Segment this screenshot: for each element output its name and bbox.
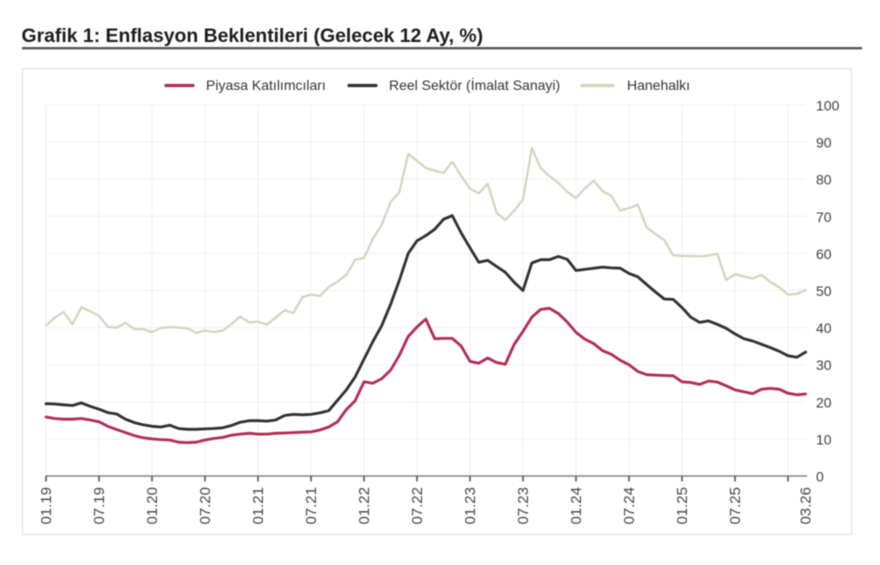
svg-text:01.21: 01.21 — [250, 487, 267, 525]
svg-text:90: 90 — [816, 135, 832, 151]
svg-text:07.23: 07.23 — [515, 487, 532, 525]
svg-text:01.20: 01.20 — [144, 487, 161, 525]
svg-text:Hanehalkı: Hanehalkı — [627, 77, 690, 93]
svg-text:30: 30 — [816, 357, 832, 373]
svg-text:40: 40 — [816, 320, 832, 336]
svg-text:07.24: 07.24 — [621, 487, 638, 525]
svg-text:07.19: 07.19 — [91, 487, 108, 525]
svg-text:Piyasa Katılımcıları: Piyasa Katılımcıları — [206, 77, 326, 93]
svg-text:60: 60 — [816, 246, 832, 262]
svg-text:Grafik 1: Enflasyon Beklentile: Grafik 1: Enflasyon Beklentileri (Gelece… — [22, 25, 484, 47]
svg-text:70: 70 — [816, 209, 832, 225]
svg-text:07.25: 07.25 — [727, 487, 744, 525]
svg-text:100: 100 — [816, 98, 840, 114]
svg-text:07.20: 07.20 — [197, 487, 214, 525]
svg-text:50: 50 — [816, 283, 832, 299]
svg-text:01.22: 01.22 — [356, 487, 373, 525]
svg-text:01.25: 01.25 — [674, 487, 691, 525]
svg-text:01.24: 01.24 — [568, 487, 585, 525]
svg-text:03.26: 03.26 — [798, 487, 815, 525]
svg-text:10: 10 — [816, 431, 832, 447]
svg-text:01.19: 01.19 — [38, 487, 55, 525]
svg-text:80: 80 — [816, 172, 832, 188]
svg-text:20: 20 — [816, 394, 832, 410]
svg-text:07.22: 07.22 — [409, 487, 426, 525]
svg-text:0: 0 — [816, 469, 824, 485]
svg-text:01.23: 01.23 — [462, 487, 479, 525]
svg-text:07.21: 07.21 — [303, 487, 320, 525]
svg-text:Reel Sektör (İmalat Sanayi): Reel Sektör (İmalat Sanayi) — [389, 76, 560, 93]
